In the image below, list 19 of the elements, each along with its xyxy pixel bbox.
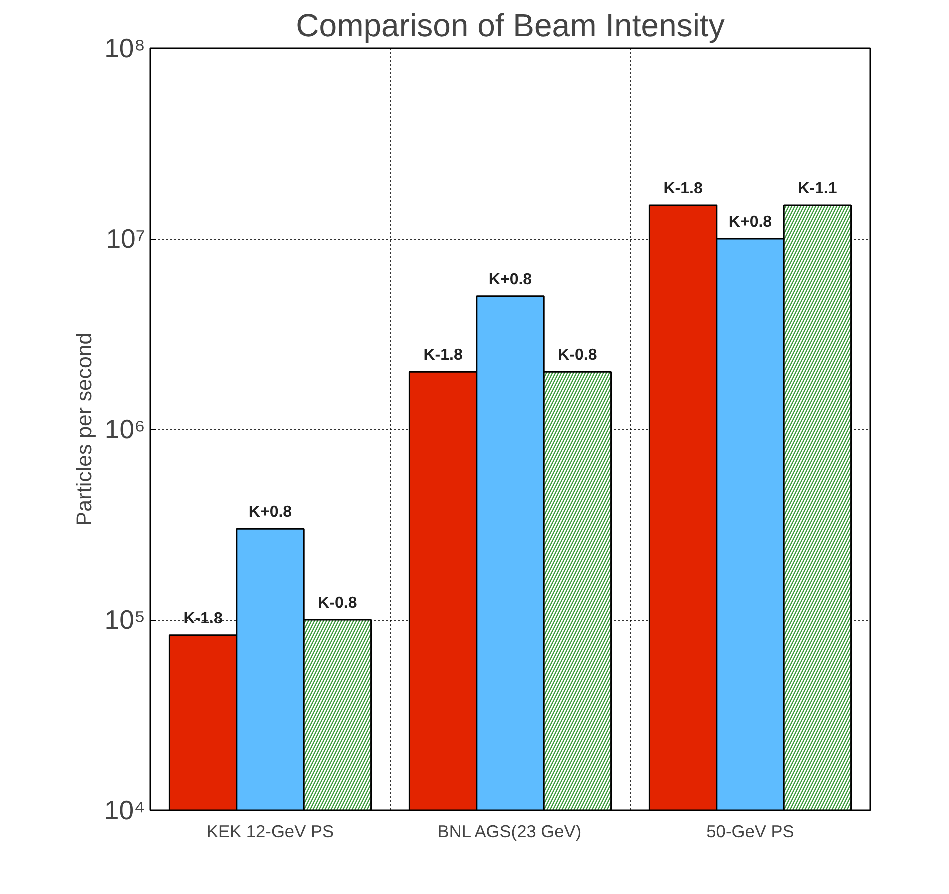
data-label: K+0.8 — [728, 214, 772, 231]
x-tick-label: KEK 12-GeV PS — [206, 822, 334, 842]
data-label: K-1.8 — [424, 347, 463, 364]
y-tick-label: 10⁸ — [104, 34, 146, 64]
y-tick-label: 10⁶ — [104, 414, 146, 444]
chart-title: Comparison of Beam Intensity — [296, 8, 725, 44]
data-label: K-0.8 — [558, 347, 598, 364]
y-tick-label: 10⁴ — [104, 796, 146, 826]
data-label: K+0.8 — [248, 504, 292, 522]
data-label: K-0.8 — [318, 595, 358, 612]
y-axis-title: Particles per second — [72, 332, 96, 526]
y-tick-label: 10⁷ — [106, 224, 146, 254]
data-label: K+0.8 — [488, 271, 532, 288]
y-tick-label: 10⁵ — [104, 605, 146, 635]
data-label: K-1.8 — [184, 610, 223, 628]
x-tick-label: BNL AGS(23 GeV) — [438, 822, 582, 842]
data-label: K-1.8 — [664, 180, 703, 198]
data-label: K-1.1 — [798, 180, 838, 198]
x-tick-label: 50-GeV PS — [706, 822, 794, 842]
